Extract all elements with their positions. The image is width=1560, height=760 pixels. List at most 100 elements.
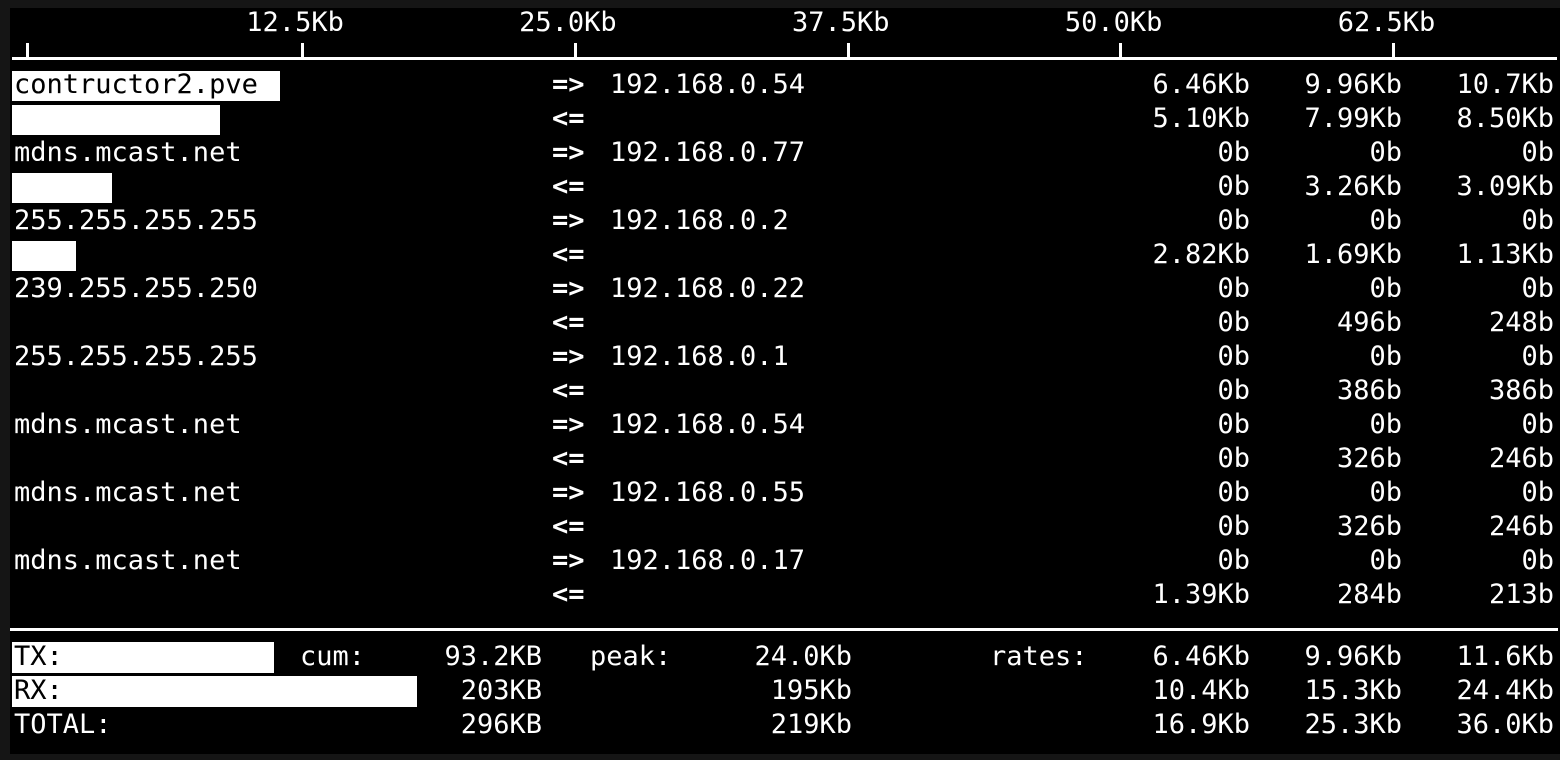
tx-rate-10s: 0b bbox=[1369, 205, 1402, 236]
summary-rate-2s: 10.4Kb bbox=[1152, 675, 1250, 706]
connection-row[interactable]: 255.255.255.255 => 192.168.0.1 0b 0b 0b <= 0b 38… bbox=[10, 340, 1560, 408]
rx-rate-10s: 284b bbox=[1336, 579, 1402, 610]
rx-rate-2s: 0b bbox=[1217, 171, 1250, 202]
rx-rate-40s: 246b bbox=[1488, 511, 1554, 542]
summary-row: TX: cum: peak: rates: 93.2KB 24.0Kb 6.46Kb 9.96… bbox=[10, 640, 1560, 674]
connection-peer: 192.168.0.54 bbox=[610, 69, 806, 100]
rx-rate-10s: 326b bbox=[1336, 511, 1402, 542]
tx-arrow-icon: => bbox=[552, 341, 585, 372]
connection-row[interactable]: mdns.mcast.net => 192.168.0.77 0b 0b 0b <= 0b 3.… bbox=[10, 136, 1560, 204]
summary-row-label: TOTAL: bbox=[14, 709, 112, 740]
connection-peer: 192.168.0.22 bbox=[610, 273, 806, 304]
connection-host: mdns.mcast.net bbox=[14, 409, 242, 440]
rx-rate-10s: 1.69Kb bbox=[1304, 239, 1402, 270]
connection-host: 239.255.255.250 bbox=[14, 273, 258, 304]
summary-row-label: RX: bbox=[14, 675, 63, 706]
rx-arrow-icon: <= bbox=[552, 375, 585, 406]
tx-rate-40s: 0b bbox=[1521, 273, 1554, 304]
connection-host: contructor2.pve bbox=[14, 69, 258, 100]
summary-rate-40s: 24.4Kb bbox=[1456, 675, 1554, 706]
connection-tx-line: contructor2.pve => 192.168.0.54 6.46Kb 9.96K… bbox=[10, 68, 1560, 102]
rx-rate-2s: 0b bbox=[1217, 375, 1250, 406]
connection-rx-line: <= 0b 386b 386b bbox=[10, 374, 1560, 408]
tx-rate-10s: 0b bbox=[1369, 341, 1402, 372]
summary-row-label: TX: bbox=[14, 641, 63, 672]
connection-row[interactable]: 255.255.255.255 => 192.168.0.2 0b 0b 0b <= 2.82… bbox=[10, 204, 1560, 272]
summary-cum-value: 93.2KB bbox=[444, 641, 542, 672]
tx-rate-2s: 0b bbox=[1217, 341, 1250, 372]
rx-rate-10s: 496b bbox=[1336, 307, 1402, 338]
summary-rate-10s: 25.3Kb bbox=[1304, 709, 1402, 740]
connection-list: contructor2.pve => 192.168.0.54 6.46Kb 9.96K… bbox=[10, 68, 1560, 612]
tx-rate-2s: 0b bbox=[1217, 545, 1250, 576]
connection-tx-line: mdns.mcast.net => 192.168.0.77 0b 0b 0b bbox=[10, 136, 1560, 170]
tx-arrow-icon: => bbox=[552, 477, 585, 508]
connection-rx-line: <= 2.82Kb 1.69Kb 1.13Kb bbox=[10, 238, 1560, 272]
rx-rate-2s: 0b bbox=[1217, 307, 1250, 338]
summary-peak-value: 219Kb bbox=[770, 709, 852, 740]
tx-arrow-icon: => bbox=[552, 545, 585, 576]
rx-rate-2s: 0b bbox=[1217, 511, 1250, 542]
rx-rate-40s: 1.13Kb bbox=[1456, 239, 1554, 270]
summary-rate-10s: 9.96Kb bbox=[1304, 641, 1402, 672]
connection-row[interactable]: 239.255.255.250 => 192.168.0.22 0b 0b 0b <= 0b 4… bbox=[10, 272, 1560, 340]
connection-peer: 192.168.0.55 bbox=[610, 477, 806, 508]
connection-tx-line: mdns.mcast.net => 192.168.0.17 0b 0b 0b bbox=[10, 544, 1560, 578]
connection-tx-line: 255.255.255.255 => 192.168.0.1 0b 0b 0b bbox=[10, 340, 1560, 374]
rx-bandwidth-bar bbox=[12, 105, 220, 135]
connection-rx-line: <= 0b 326b 246b bbox=[10, 442, 1560, 476]
connection-peer: 192.168.0.1 bbox=[610, 341, 789, 372]
tx-rate-40s: 10.7Kb bbox=[1456, 69, 1554, 100]
tx-rate-2s: 0b bbox=[1217, 137, 1250, 168]
summary-rate-2s: 16.9Kb bbox=[1152, 709, 1250, 740]
summary-bandwidth-bar bbox=[12, 642, 274, 673]
connection-row[interactable]: contructor2.pve => 192.168.0.54 6.46Kb 9.96K… bbox=[10, 68, 1560, 136]
summary-row: RX: 203KB 195Kb 10.4Kb 15.3Kb 24.4Kb bbox=[10, 674, 1560, 708]
summary-panel: TX: cum: peak: rates: 93.2KB 24.0Kb 6.46Kb 9.96… bbox=[10, 640, 1560, 750]
rx-arrow-icon: <= bbox=[552, 579, 585, 610]
tx-rate-2s: 0b bbox=[1217, 409, 1250, 440]
rx-arrow-icon: <= bbox=[552, 443, 585, 474]
rx-arrow-icon: <= bbox=[552, 103, 585, 134]
summary-bandwidth-bar bbox=[12, 676, 417, 707]
connection-tx-line: mdns.mcast.net => 192.168.0.55 0b 0b 0b bbox=[10, 476, 1560, 510]
tx-rate-2s: 0b bbox=[1217, 477, 1250, 508]
axis-tick bbox=[1392, 43, 1396, 60]
tx-arrow-icon: => bbox=[552, 205, 585, 236]
axis-tick bbox=[573, 43, 577, 60]
connection-row[interactable]: mdns.mcast.net => 192.168.0.17 0b 0b 0b <= 1.39… bbox=[10, 544, 1560, 612]
summary-rate-40s: 36.0Kb bbox=[1456, 709, 1554, 740]
rx-rate-2s: 1.39Kb bbox=[1152, 579, 1250, 610]
connection-peer: 192.168.0.2 bbox=[610, 205, 789, 236]
tx-rate-10s: 0b bbox=[1369, 545, 1402, 576]
connection-rx-line: <= 5.10Kb 7.99Kb 8.50Kb bbox=[10, 102, 1560, 136]
rx-rate-2s: 5.10Kb bbox=[1152, 103, 1250, 134]
connection-host: mdns.mcast.net bbox=[14, 545, 242, 576]
tx-rate-10s: 0b bbox=[1369, 137, 1402, 168]
scale-tick-label: 37.5Kb bbox=[792, 8, 890, 38]
summary-peak-value: 195Kb bbox=[770, 675, 852, 706]
scale-axis bbox=[12, 42, 1557, 64]
connection-row[interactable]: mdns.mcast.net => 192.168.0.54 0b 0b 0b <= 0b 32… bbox=[10, 408, 1560, 476]
rx-rate-10s: 326b bbox=[1336, 443, 1402, 474]
tx-rate-2s: 0b bbox=[1217, 205, 1250, 236]
connection-row[interactable]: mdns.mcast.net => 192.168.0.55 0b 0b 0b <= 0b 32… bbox=[10, 476, 1560, 544]
connection-peer: 192.168.0.77 bbox=[610, 137, 806, 168]
rx-rate-2s: 0b bbox=[1217, 443, 1250, 474]
connection-rx-line: <= 0b 496b 248b bbox=[10, 306, 1560, 340]
scale-tick-label: 62.5Kb bbox=[1337, 8, 1436, 38]
rx-rate-40s: 248b bbox=[1488, 307, 1554, 338]
connection-tx-line: 255.255.255.255 => 192.168.0.2 0b 0b 0b bbox=[10, 204, 1560, 238]
summary-cum-value: 203KB bbox=[460, 675, 542, 706]
connection-host: 255.255.255.255 bbox=[14, 205, 258, 236]
tx-rate-10s: 0b bbox=[1369, 477, 1402, 508]
connection-peer: 192.168.0.17 bbox=[610, 545, 806, 576]
summary-rate-10s: 15.3Kb bbox=[1304, 675, 1402, 706]
tx-arrow-icon: => bbox=[552, 137, 585, 168]
connection-tx-line: 239.255.255.250 => 192.168.0.22 0b 0b 0b bbox=[10, 272, 1560, 306]
tx-rate-10s: 0b bbox=[1369, 409, 1402, 440]
rx-arrow-icon: <= bbox=[552, 171, 585, 202]
tx-rate-2s: 0b bbox=[1217, 273, 1250, 304]
rx-rate-10s: 3.26Kb bbox=[1304, 171, 1402, 202]
